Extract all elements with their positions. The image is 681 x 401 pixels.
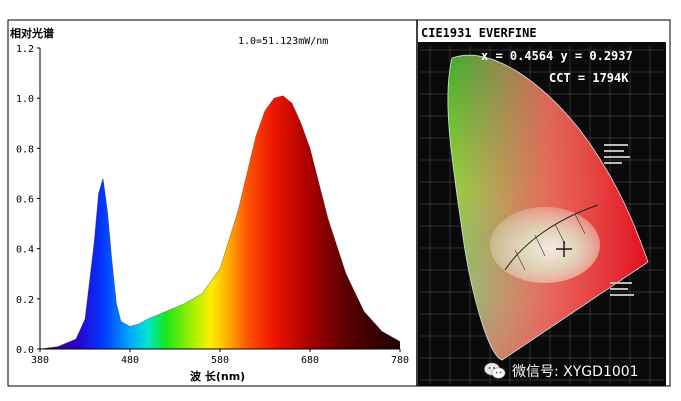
spectrum-series-line (39, 95, 401, 350)
wechat-icon (484, 362, 506, 380)
cie-white-region (490, 207, 600, 283)
cie-point-marker (556, 241, 572, 257)
cie-cct-annotation: CCT = 1794K (549, 71, 629, 85)
cie-panel: CIE1931 EVERFINE x = 0.4564 y = 0.2937 C… (418, 21, 666, 386)
cie-isotherm-lines (514, 213, 586, 271)
watermark-text: 微信号: XYGD1001 (512, 364, 639, 380)
watermark: 微信号: XYGD1001 (484, 359, 664, 383)
cie-side-legend (604, 144, 634, 296)
figure-frame (7, 19, 671, 387)
spectrum-ylabel: 相对光谱 (10, 26, 54, 40)
x-tick-label: 480 (121, 355, 139, 366)
y-tick-label: 1.2 (16, 44, 34, 55)
spectrum-area (40, 95, 400, 349)
cie-title-bar (418, 21, 666, 42)
cie-xy-annotation: x = 0.4564 y = 0.2937 (481, 49, 633, 63)
cie-planckian-locus (504, 204, 599, 271)
x-tick-label: 380 (31, 355, 49, 366)
spectrum-panel: 相对光谱 1.0=51.123mW/nm 0.0 0.2 0.4 0.6 0.8 1.0 1… (10, 26, 409, 383)
spectrum-title: 1.0=51.123mW/nm (238, 36, 328, 47)
cie-horseshoe-outline (447, 54, 649, 361)
y-tick-label: 0.4 (16, 245, 34, 256)
x-tick-label: 780 (391, 355, 409, 366)
spectrum-xlabel: 波 长(nm) (190, 369, 245, 383)
spectrum-yticks: 0.0 0.2 0.4 0.6 0.8 1.0 1.2 (16, 44, 40, 356)
y-tick-label: 1.0 (16, 94, 34, 105)
x-tick-label: 680 (301, 355, 319, 366)
cie-title: CIE1931 EVERFINE (421, 26, 537, 40)
y-tick-label: 0.2 (16, 295, 34, 306)
y-tick-label: 0.0 (16, 345, 34, 356)
spectrum-xticks: 380 480 580 680 780 (31, 349, 409, 366)
y-tick-label: 0.8 (16, 144, 34, 155)
x-tick-label: 580 (211, 355, 229, 366)
y-tick-label: 0.6 (16, 195, 34, 206)
